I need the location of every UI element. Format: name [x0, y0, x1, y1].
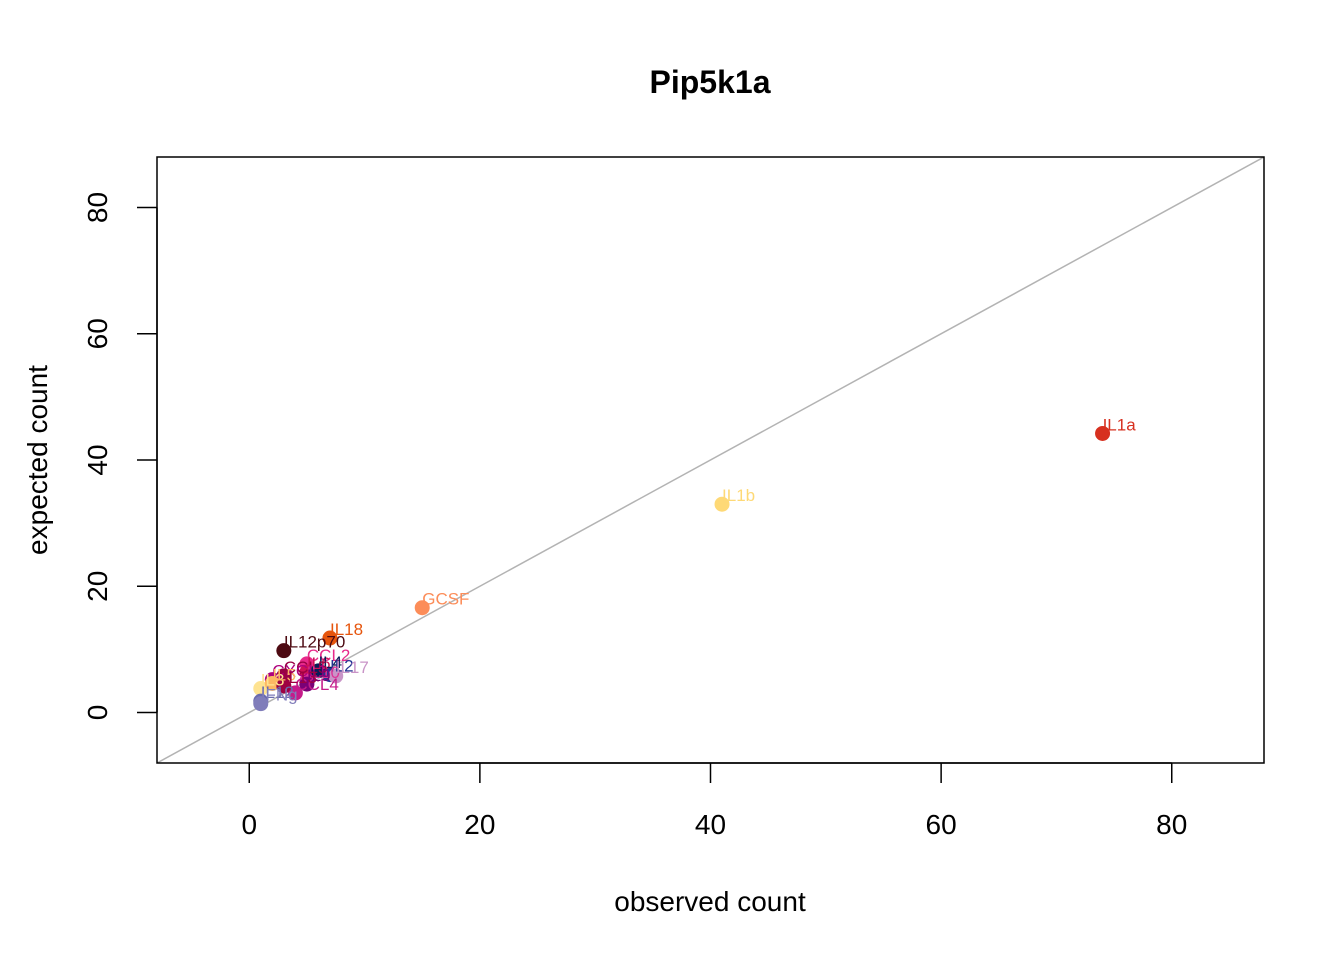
x-tick-label: 80: [1156, 809, 1187, 840]
data-point: [287, 685, 303, 701]
x-axis: 0 20 40 60 80: [241, 762, 1187, 840]
chart-title: Pip5k1a: [650, 64, 771, 100]
data-point-label: CCL2: [307, 646, 350, 665]
data-point-label: IL5: [272, 665, 296, 684]
x-tick-label: 40: [695, 809, 726, 840]
data-point-label: IL2: [330, 657, 354, 676]
y-tick-label: 40: [82, 444, 113, 475]
data-point-label: IL4: [318, 653, 342, 672]
data-point: [322, 630, 338, 646]
data-point: [714, 496, 730, 512]
data-point-label: IL1b: [722, 486, 755, 505]
y-axis-label: expected count: [22, 365, 53, 555]
identity-line: [157, 157, 1264, 763]
data-point: [1095, 425, 1111, 441]
data-point-label: IL17: [336, 658, 369, 677]
data-point-label: IL12p70: [284, 633, 345, 652]
y-tick-label: 20: [82, 571, 113, 602]
y-axis: 0 20 40 60 80: [82, 192, 158, 721]
data-point-label: IL13: [284, 668, 317, 687]
data-point: [253, 696, 269, 712]
y-tick-label: 60: [82, 318, 113, 349]
data-point-label: IL9: [307, 666, 331, 685]
x-tick-label: 60: [926, 809, 957, 840]
data-point: [276, 643, 292, 659]
data-point-label: CXCL1: [272, 662, 327, 681]
data-point: [414, 600, 430, 616]
data-point: [264, 675, 280, 691]
plot-area: IL1a IL1b GCSF IL18IL12p70CCL2IL6IL4IL2IL10…: [157, 157, 1264, 763]
data-point-label: IL3: [261, 671, 285, 690]
y-tick-label: 80: [82, 192, 113, 223]
data-point-label: CCL4: [295, 675, 338, 694]
data-point: [253, 681, 269, 697]
x-tick-label: 0: [241, 809, 257, 840]
data-point-label: IL6: [307, 654, 331, 673]
data-point-label: IFNg: [261, 686, 298, 705]
x-axis-label: observed count: [614, 886, 806, 917]
data-point-label: GCSF: [422, 590, 469, 609]
data-point-label: IL12: [261, 683, 294, 702]
data-point-label: IL10: [307, 663, 340, 682]
data-point: [328, 668, 344, 684]
x-tick-label: 20: [464, 809, 495, 840]
y-tick-label: 0: [82, 705, 113, 721]
data-point: [299, 676, 315, 692]
data-point-label: IL1a: [1103, 415, 1137, 434]
data-point-label: CCL5: [284, 658, 327, 677]
data-point-label: IL18: [330, 620, 363, 639]
data-point: [310, 663, 326, 679]
data-point: [276, 678, 292, 694]
